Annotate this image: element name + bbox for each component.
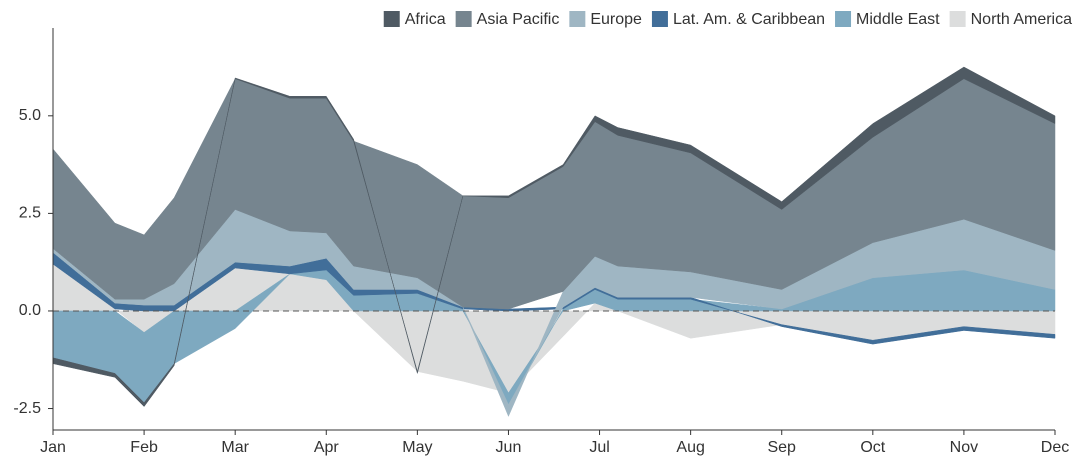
y-tick-label: 0.0	[19, 302, 41, 319]
legend-label: Europe	[590, 11, 642, 28]
y-tick-label: 2.5	[19, 205, 41, 222]
legend-swatch	[569, 11, 586, 27]
y-tick-label: 5.0	[19, 107, 41, 124]
legend-swatch	[949, 11, 966, 27]
legend-label: Middle East	[856, 11, 940, 28]
x-tick-label: Jun	[496, 439, 522, 456]
x-tick-label: Oct	[860, 439, 885, 456]
x-tick-label: Sep	[767, 439, 796, 456]
x-tick-label: Jul	[589, 439, 609, 456]
x-tick-label: Feb	[130, 439, 158, 456]
x-tick-label: Mar	[221, 439, 249, 456]
area	[52, 66, 1056, 407]
legend-label: Asia Pacific	[477, 11, 560, 28]
x-tick-label: Nov	[950, 439, 978, 456]
legend-swatch	[651, 11, 668, 27]
legend-swatch	[383, 11, 400, 27]
legend-swatch	[835, 11, 852, 27]
x-tick-label: Aug	[676, 439, 704, 456]
legend-label: Lat. Am. & Caribbean	[673, 11, 825, 28]
x-tick-label: Apr	[314, 439, 340, 456]
x-tick-label: May	[402, 439, 432, 456]
legend-swatch	[455, 11, 472, 27]
y-tick-label: -2.5	[13, 400, 41, 417]
legend-label: Africa	[405, 11, 446, 28]
legend-label: North America	[971, 11, 1072, 28]
x-tick-label: Jan	[40, 439, 66, 456]
x-tick-label: Dec	[1041, 439, 1069, 456]
